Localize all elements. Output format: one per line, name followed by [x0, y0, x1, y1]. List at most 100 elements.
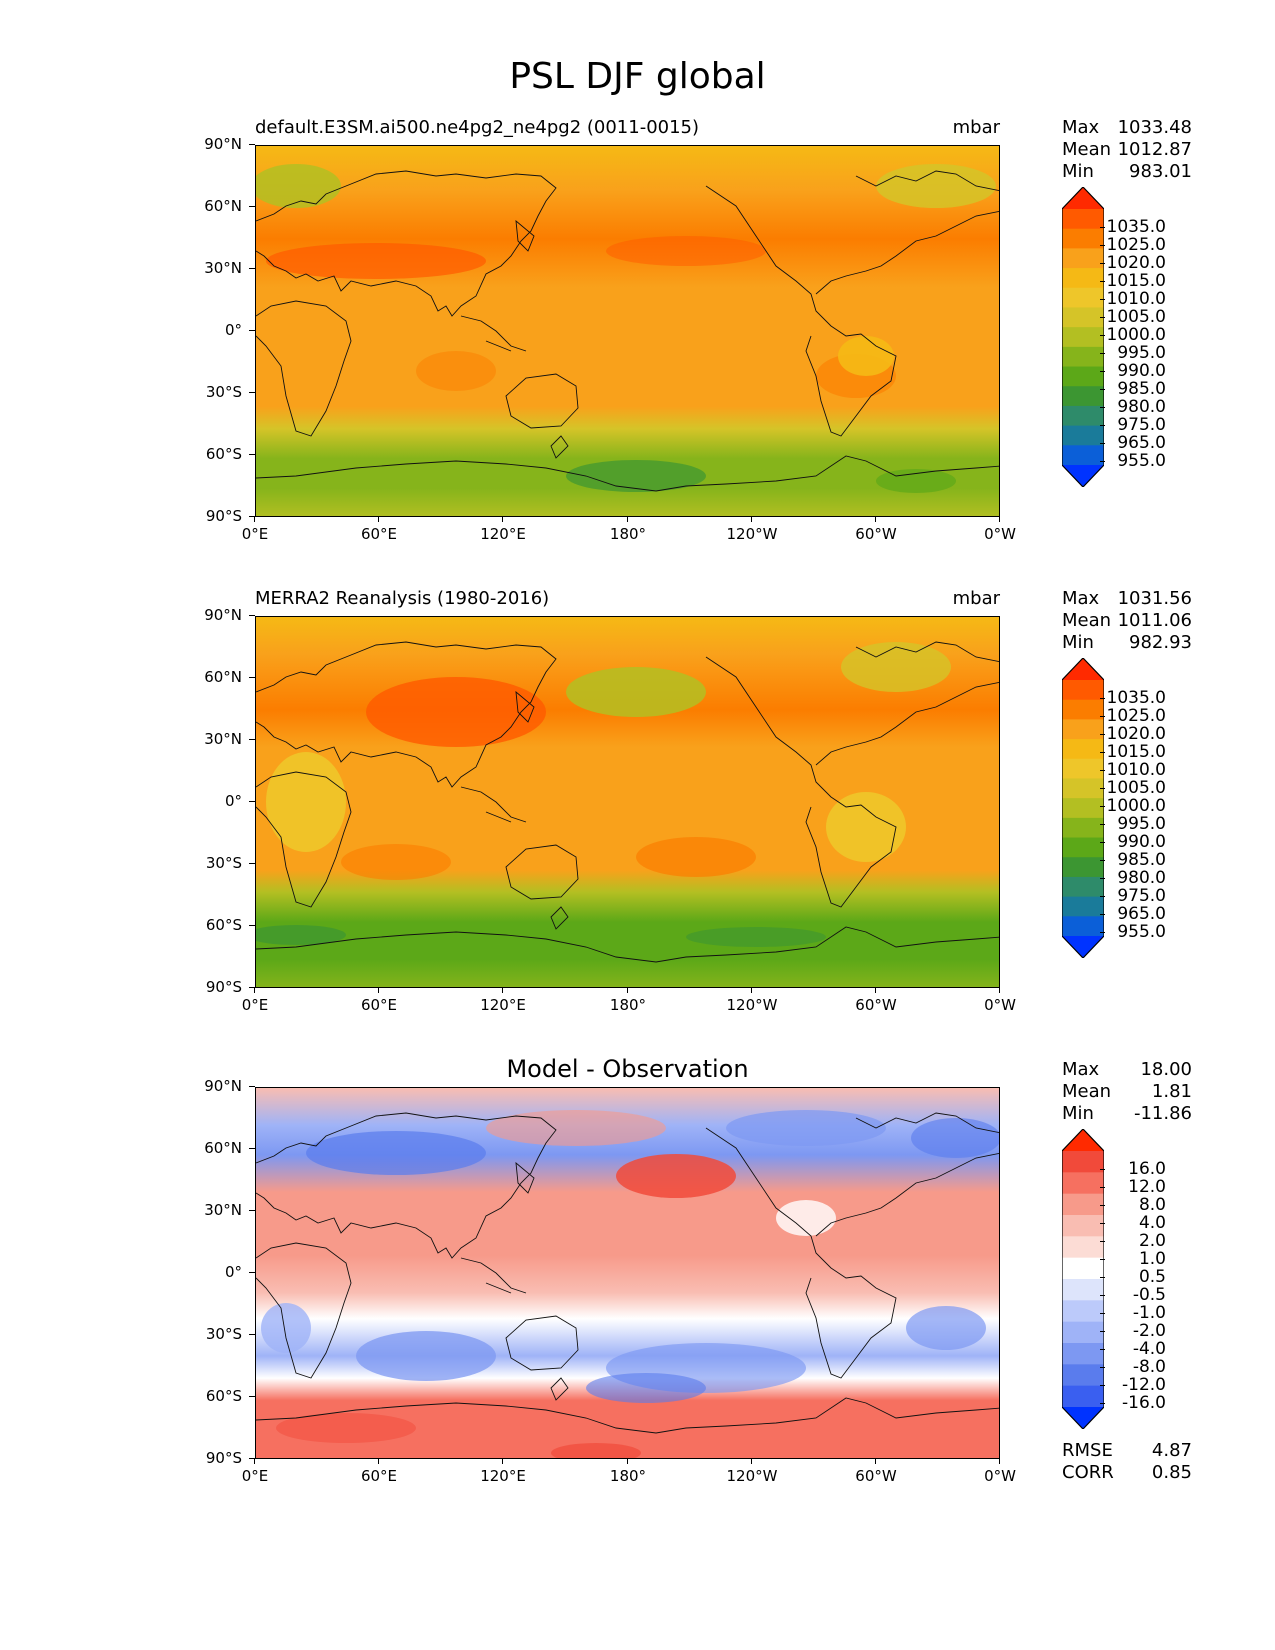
lat-label: 90°N: [192, 135, 255, 153]
panel-difference: Model - Observation: [0, 1055, 1275, 1519]
colorbar-tick: 1035.0: [1100, 689, 1166, 707]
stat-label: Max: [1062, 117, 1100, 138]
colorbar-tick: 990.0: [1100, 833, 1166, 851]
lat-label: 30°S: [192, 1325, 255, 1343]
colorbar-tick: 4.0: [1100, 1214, 1166, 1232]
colorbar-tick: 12.0: [1100, 1178, 1166, 1196]
map-plot: [256, 617, 999, 987]
colorbar-swatch: [1062, 1215, 1104, 1237]
stat-label: Min: [1062, 632, 1094, 653]
colorbar-tick: 955.0: [1100, 452, 1166, 470]
stat-value: 982.93: [1129, 632, 1192, 653]
colorbar-swatch: [1062, 346, 1104, 368]
colorbar-tick: 1000.0: [1100, 326, 1166, 344]
colorbar-swatch: [1062, 1151, 1104, 1173]
colorbar-swatch: [1062, 445, 1104, 466]
map-field: [255, 616, 1000, 988]
colorbar-tick: 985.0: [1100, 851, 1166, 869]
colorbar-swatch: [1062, 405, 1104, 427]
colorbar-tick: 965.0: [1100, 434, 1166, 452]
coastlines: [256, 1112, 999, 1434]
stat-value: 1.81: [1151, 1081, 1192, 1102]
lon-label: 180°: [598, 516, 658, 543]
stat-value: 1012.87: [1117, 139, 1192, 160]
colorbar-swatch: [1062, 1407, 1104, 1429]
colorbar-tick: 975.0: [1100, 887, 1166, 905]
colorbar-swatch: [1062, 187, 1104, 209]
stat-value: 18.00: [1140, 1059, 1192, 1080]
colorbar-swatch: [1062, 386, 1104, 407]
colorbar-tick: 995.0: [1100, 344, 1166, 362]
colorbar-tick: 985.0: [1100, 380, 1166, 398]
stats-box: Max 1033.48 Mean 1012.87 Min 983.01: [1062, 117, 1192, 183]
colorbar-swatch: [1062, 739, 1104, 760]
metrics-box: RMSE 4.87 CORR 0.85: [1062, 1440, 1192, 1484]
lon-label: 120°E: [473, 987, 533, 1014]
colorbar-tick: -16.0: [1100, 1394, 1166, 1412]
stat-label: Min: [1062, 161, 1094, 182]
lon-label: 0°W: [970, 516, 1030, 543]
stat-label: Mean: [1062, 1081, 1112, 1102]
colorbar-tick: 1025.0: [1100, 236, 1166, 254]
colorbar-swatch: [1062, 209, 1104, 230]
metric-label: RMSE: [1062, 1440, 1113, 1461]
colorbar-tick: 1020.0: [1100, 725, 1166, 743]
stat-label: Max: [1062, 588, 1100, 609]
lon-label: 60°E: [349, 516, 409, 543]
lat-label: 0°: [192, 792, 255, 810]
lat-label: 60°N: [192, 197, 255, 215]
lat-label: 60°S: [192, 445, 255, 463]
colorbar-swatch: [1062, 896, 1104, 917]
stat-value: 1033.48: [1117, 117, 1192, 138]
colorbar-tick: 1.0: [1100, 1250, 1166, 1268]
colorbar-tick: 955.0: [1100, 923, 1166, 941]
lon-label: 120°E: [473, 1458, 533, 1485]
colorbar-swatch: [1062, 1300, 1104, 1323]
colorbar-swatch: [1062, 1279, 1104, 1301]
lon-label: 0°E: [225, 516, 285, 543]
colorbar-tick: -0.5: [1100, 1286, 1166, 1304]
stat-value: 1031.56: [1117, 588, 1192, 609]
colorbar-swatch: [1062, 268, 1104, 289]
lon-label: 60°W: [846, 516, 906, 543]
colorbar: [1062, 1129, 1104, 1429]
colorbar-swatch: [1062, 798, 1104, 819]
colorbar-swatch: [1062, 465, 1104, 487]
metric-value: 0.85: [1151, 1462, 1192, 1483]
colorbar-swatch: [1062, 936, 1104, 958]
lon-label: 0°W: [970, 987, 1030, 1014]
lon-label: 180°: [598, 987, 658, 1014]
colorbar-tick: 965.0: [1100, 905, 1166, 923]
figure-title: PSL DJF global: [509, 56, 766, 97]
colorbar-swatch: [1062, 1193, 1104, 1216]
colorbar-tick: 990.0: [1100, 362, 1166, 380]
lat-label: 60°N: [192, 668, 255, 686]
map-plot: [256, 1088, 999, 1458]
colorbar-swatch: [1062, 1343, 1104, 1365]
colorbar-swatch: [1062, 658, 1104, 680]
colorbar-swatch: [1062, 1236, 1104, 1259]
stat-value: -11.86: [1133, 1103, 1192, 1124]
colorbar-tick: 1025.0: [1100, 707, 1166, 725]
stat-value: 1011.06: [1117, 610, 1192, 631]
lon-label: 0°W: [970, 1458, 1030, 1485]
lat-label: 0°: [192, 1263, 255, 1281]
lat-label: 30°S: [192, 854, 255, 872]
colorbar-tick: 980.0: [1100, 398, 1166, 416]
colorbar-swatch: [1062, 1129, 1104, 1151]
colorbar-swatch: [1062, 916, 1104, 937]
colorbar-tick: 2.0: [1100, 1232, 1166, 1250]
panel-title: MERRA2 Reanalysis (1980-2016): [255, 588, 550, 609]
lon-label: 120°W: [722, 987, 782, 1014]
map-field: [255, 145, 1000, 517]
colorbar-tick: 1015.0: [1100, 272, 1166, 290]
lon-label: 60°E: [349, 1458, 409, 1485]
panel-units: mbar: [952, 588, 1000, 609]
stat-label: Max: [1062, 1059, 1100, 1080]
colorbar: [1062, 187, 1104, 487]
colorbar-swatch: [1062, 307, 1104, 328]
stat-value: 983.01: [1129, 161, 1192, 182]
colorbar-swatch: [1062, 758, 1104, 779]
colorbar-swatch: [1062, 817, 1104, 839]
colorbar-swatch: [1062, 876, 1104, 898]
